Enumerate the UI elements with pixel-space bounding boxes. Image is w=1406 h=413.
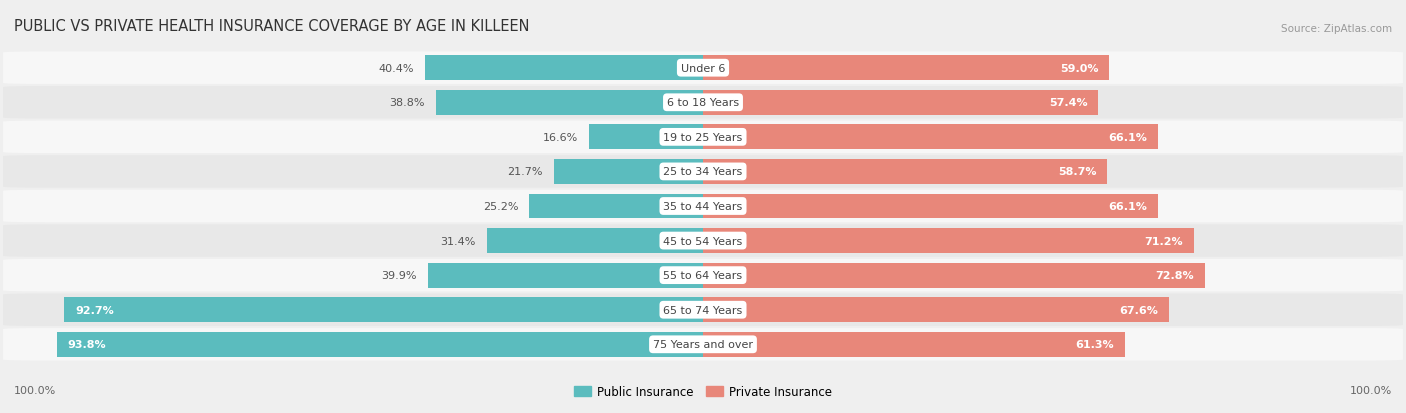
- Text: 40.4%: 40.4%: [378, 64, 413, 74]
- Bar: [425, 56, 703, 81]
- Text: 16.6%: 16.6%: [543, 133, 578, 142]
- FancyBboxPatch shape: [3, 121, 1403, 154]
- FancyBboxPatch shape: [3, 156, 1403, 188]
- Text: 66.1%: 66.1%: [1108, 133, 1147, 142]
- Text: 38.8%: 38.8%: [389, 98, 425, 108]
- Text: 100.0%: 100.0%: [14, 385, 56, 395]
- Text: 25 to 34 Years: 25 to 34 Years: [664, 167, 742, 177]
- Bar: [703, 90, 1098, 116]
- Text: 75 Years and over: 75 Years and over: [652, 339, 754, 349]
- Text: 58.7%: 58.7%: [1057, 167, 1097, 177]
- Bar: [56, 332, 703, 357]
- Bar: [554, 159, 703, 185]
- Bar: [703, 263, 1205, 288]
- Bar: [703, 297, 1168, 323]
- Text: 21.7%: 21.7%: [508, 167, 543, 177]
- Bar: [703, 228, 1194, 254]
- Bar: [703, 56, 1109, 81]
- FancyBboxPatch shape: [3, 52, 1403, 85]
- Text: 67.6%: 67.6%: [1119, 305, 1157, 315]
- Bar: [427, 263, 703, 288]
- Text: Source: ZipAtlas.com: Source: ZipAtlas.com: [1281, 24, 1392, 34]
- Bar: [436, 90, 703, 116]
- Text: 61.3%: 61.3%: [1076, 339, 1115, 349]
- FancyBboxPatch shape: [3, 294, 1403, 326]
- FancyBboxPatch shape: [3, 87, 1403, 119]
- Text: 39.9%: 39.9%: [381, 271, 418, 280]
- Bar: [589, 125, 703, 150]
- Text: Under 6: Under 6: [681, 64, 725, 74]
- Text: 25.2%: 25.2%: [482, 202, 519, 211]
- Text: 100.0%: 100.0%: [1350, 385, 1392, 395]
- Bar: [530, 194, 703, 219]
- Legend: Public Insurance, Private Insurance: Public Insurance, Private Insurance: [574, 385, 832, 399]
- FancyBboxPatch shape: [3, 225, 1403, 257]
- Text: 6 to 18 Years: 6 to 18 Years: [666, 98, 740, 108]
- Bar: [65, 297, 703, 323]
- Text: 65 to 74 Years: 65 to 74 Years: [664, 305, 742, 315]
- Text: 71.2%: 71.2%: [1144, 236, 1182, 246]
- Bar: [703, 194, 1159, 219]
- Text: 93.8%: 93.8%: [67, 339, 107, 349]
- FancyBboxPatch shape: [3, 190, 1403, 223]
- Text: 66.1%: 66.1%: [1108, 202, 1147, 211]
- Text: 31.4%: 31.4%: [440, 236, 475, 246]
- Bar: [703, 159, 1108, 185]
- Bar: [703, 332, 1125, 357]
- Bar: [486, 228, 703, 254]
- Text: 59.0%: 59.0%: [1060, 64, 1098, 74]
- FancyBboxPatch shape: [3, 259, 1403, 292]
- Text: 57.4%: 57.4%: [1049, 98, 1087, 108]
- Text: 19 to 25 Years: 19 to 25 Years: [664, 133, 742, 142]
- Text: PUBLIC VS PRIVATE HEALTH INSURANCE COVERAGE BY AGE IN KILLEEN: PUBLIC VS PRIVATE HEALTH INSURANCE COVER…: [14, 19, 530, 34]
- Text: 72.8%: 72.8%: [1154, 271, 1194, 280]
- FancyBboxPatch shape: [3, 328, 1403, 361]
- Text: 92.7%: 92.7%: [76, 305, 114, 315]
- Bar: [703, 125, 1159, 150]
- Text: 45 to 54 Years: 45 to 54 Years: [664, 236, 742, 246]
- Text: 35 to 44 Years: 35 to 44 Years: [664, 202, 742, 211]
- Text: 55 to 64 Years: 55 to 64 Years: [664, 271, 742, 280]
